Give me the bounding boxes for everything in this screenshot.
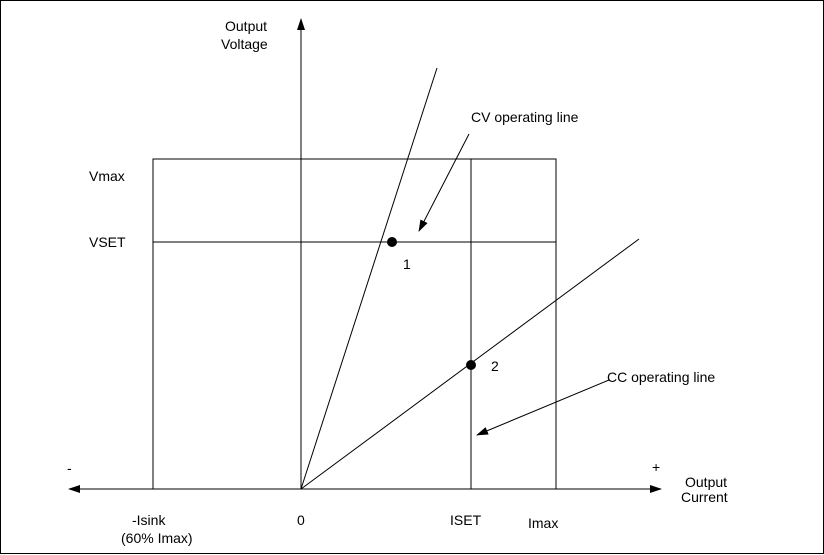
- x-axis-plus-sign: +: [652, 459, 660, 475]
- imax-label: Imax: [528, 515, 558, 531]
- cv-callout-arrow: [418, 133, 470, 232]
- cc-operating-line-label: CC operating line: [607, 369, 715, 385]
- vset-label: VSET: [89, 234, 126, 250]
- isink-label: -Isink: [132, 512, 166, 528]
- point-2-label: 2: [491, 358, 499, 374]
- operating-region-box: [152, 158, 557, 490]
- point-1-label: 1: [403, 256, 411, 272]
- operating-point-1: [387, 237, 397, 247]
- cv-operating-line-label: CV operating line: [471, 109, 579, 125]
- isink-note: (60% Imax): [121, 530, 193, 546]
- operating-point-2: [466, 360, 476, 370]
- iset-label: ISET: [450, 512, 482, 528]
- vmax-label: Vmax: [89, 168, 125, 184]
- cc-callout-arrow: [476, 379, 610, 436]
- x-axis-label-line2: Current: [681, 489, 728, 505]
- zero-label: 0: [297, 512, 305, 528]
- x-axis-label-line1: Output: [685, 474, 727, 490]
- x-axis-minus-sign: -: [67, 460, 72, 476]
- y-axis-label-line1: Output: [225, 18, 267, 34]
- y-axis-label-line2: Voltage: [221, 36, 268, 52]
- cv-load-line: [300, 67, 438, 490]
